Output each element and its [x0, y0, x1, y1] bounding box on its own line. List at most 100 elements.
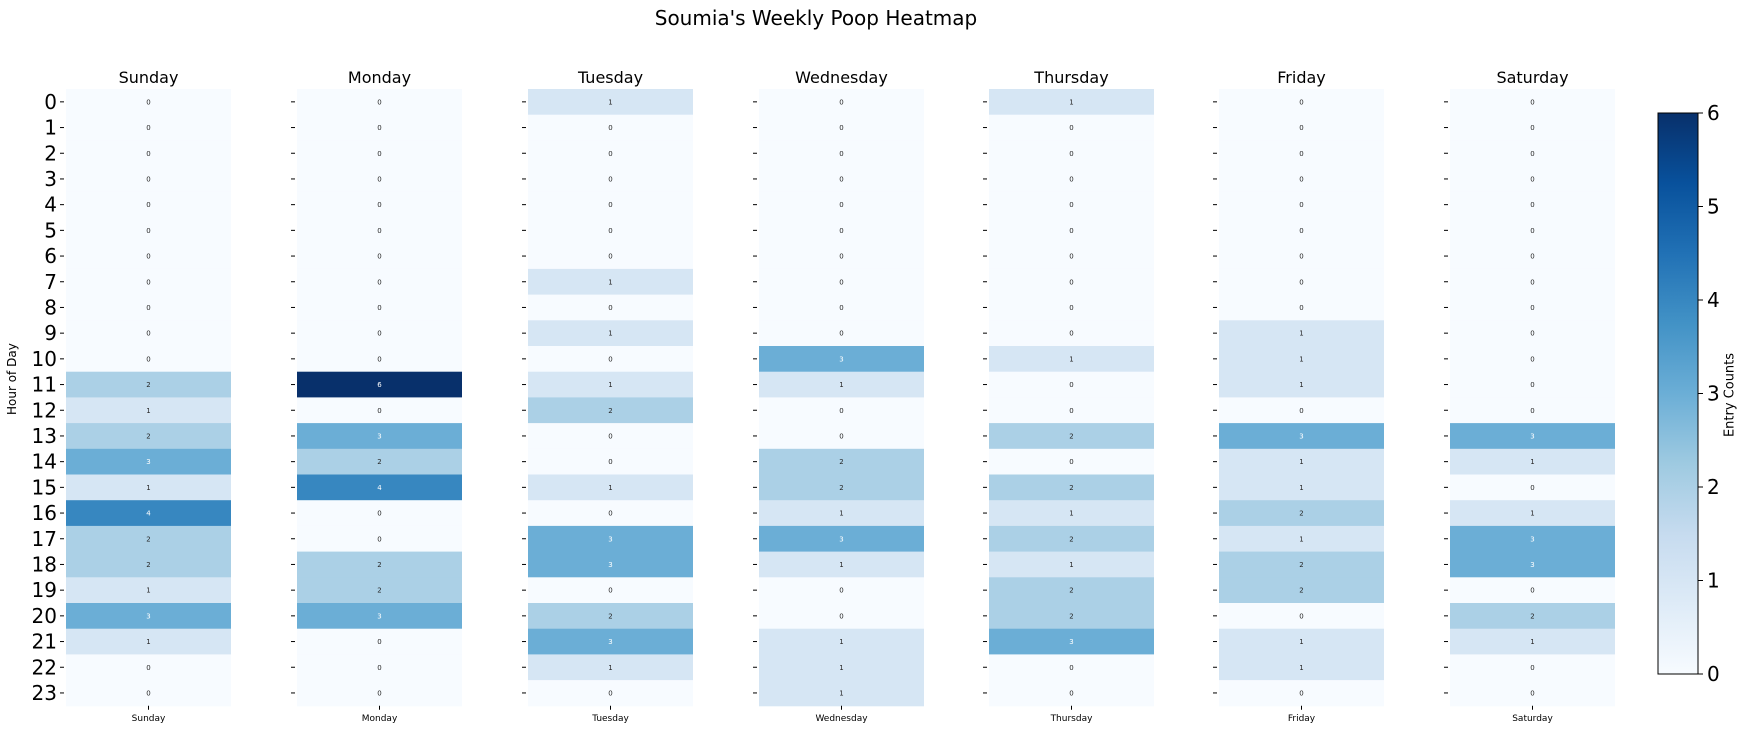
cell-value: 1: [1299, 664, 1303, 672]
heatmap-cell: [66, 166, 231, 193]
colorbar-tick-label: 2: [1707, 475, 1720, 499]
cell-value: 1: [1299, 458, 1303, 466]
cell-value: 0: [377, 278, 381, 286]
cell-value: 0: [1069, 278, 1073, 286]
heatmap-cell: [1450, 140, 1615, 167]
heatmap-cell: [297, 89, 462, 116]
cell-value: 0: [1299, 612, 1303, 620]
cell-value: 0: [1069, 253, 1073, 261]
cell-value: 2: [146, 561, 150, 569]
hour-tick-label: 22: [32, 655, 57, 679]
heatmap-cell: [297, 397, 462, 424]
heatmap-cell: [1450, 114, 1615, 141]
heatmap-cell: [297, 140, 462, 167]
cell-value: 0: [1069, 664, 1073, 672]
cell-value: 2: [146, 535, 150, 543]
heatmap-cell: [297, 294, 462, 321]
heatmap-cell: [1219, 680, 1384, 707]
day-tick-label: Thursday: [1050, 714, 1094, 724]
cell-value: 2: [839, 484, 843, 492]
hour-tick-label: 1: [44, 116, 57, 140]
heatmap-cell: [989, 191, 1154, 218]
cell-value: 0: [1069, 201, 1073, 209]
cell-value: 1: [146, 587, 150, 595]
heatmap-cell: [297, 114, 462, 141]
cell-value: 0: [377, 638, 381, 646]
heatmap-cell: [297, 217, 462, 244]
cell-value: 0: [1299, 175, 1303, 183]
cell-value: 0: [377, 124, 381, 132]
heatmap-cell: [1450, 268, 1615, 296]
cell-value: 0: [1530, 201, 1534, 209]
heatmap-cell: [1219, 371, 1384, 398]
heatmap-cell: [66, 217, 231, 244]
heatmap-cell: [297, 628, 462, 655]
heatmap-cell: [1450, 397, 1615, 424]
heatmap-cell: [1219, 268, 1384, 296]
hour-tick-label: 2: [44, 141, 57, 165]
cell-value: 1: [608, 381, 612, 389]
hour-tick-label: 20: [32, 604, 57, 628]
cell-value: 0: [1530, 381, 1534, 389]
cell-value: 2: [1299, 587, 1303, 595]
cell-value: 2: [146, 381, 150, 389]
heatmap-cell: [528, 217, 693, 244]
heatmap-cell: [528, 166, 693, 193]
cell-value: 0: [1530, 689, 1534, 697]
colorbar-tick-label: 3: [1707, 382, 1720, 406]
heatmap-cell: [297, 346, 462, 373]
cell-value: 2: [608, 612, 612, 620]
heatmap-cell: [759, 371, 924, 398]
heatmap-cell: [759, 628, 924, 655]
cell-value: 0: [1299, 150, 1303, 158]
cell-value: 0: [1299, 278, 1303, 286]
heatmap-cell: [528, 603, 693, 630]
cell-value: 3: [1530, 432, 1534, 440]
heatmap-cell: [1219, 628, 1384, 655]
cell-value: 1: [1299, 330, 1303, 338]
cell-value: 3: [1530, 535, 1534, 543]
cell-value: 0: [377, 98, 381, 106]
cell-value: 0: [1299, 124, 1303, 132]
cell-value: 0: [1299, 304, 1303, 312]
cell-value: 1: [839, 510, 843, 518]
cell-value: 3: [839, 355, 843, 363]
cell-value: 0: [839, 253, 843, 261]
heatmap-cell: [528, 654, 693, 681]
heatmap-cell: [66, 89, 231, 116]
hour-tick-label: 7: [44, 270, 57, 294]
heatmap-cell: [1450, 423, 1615, 450]
heatmap-cell: [989, 114, 1154, 141]
heatmap-cell: [528, 423, 693, 450]
cell-value: 0: [146, 689, 150, 697]
cell-value: 0: [146, 98, 150, 106]
cell-value: 0: [1530, 355, 1534, 363]
cell-value: 0: [377, 304, 381, 312]
heatmap-cell: [528, 448, 693, 475]
heatmap-cell: [297, 423, 462, 450]
cell-value: 1: [1530, 638, 1534, 646]
cell-value: 0: [377, 253, 381, 261]
cell-value: 1: [1069, 98, 1073, 106]
cell-value: 0: [1530, 175, 1534, 183]
hour-tick-label: 21: [32, 630, 57, 654]
heatmap-cell: [66, 551, 231, 578]
heatmap-cell: [759, 268, 924, 296]
cell-value: 0: [608, 432, 612, 440]
cell-value: 0: [839, 432, 843, 440]
heatmap-cell: [989, 577, 1154, 604]
cell-value: 0: [839, 587, 843, 595]
heatmap-cell: [1219, 654, 1384, 681]
day-tick-label: Friday: [1288, 714, 1316, 724]
day-title: Tuesday: [577, 68, 643, 87]
cell-value: 3: [608, 638, 612, 646]
heatmap-cell: [1450, 680, 1615, 707]
cell-value: 6: [377, 381, 382, 389]
cell-value: 0: [1530, 330, 1534, 338]
day-title: Wednesday: [795, 68, 888, 87]
heatmap-cell: [1219, 500, 1384, 527]
day-title: Monday: [348, 68, 411, 87]
heatmap-cell: [1219, 551, 1384, 578]
day-title: Saturday: [1496, 68, 1568, 87]
heatmap-cell: [528, 500, 693, 527]
